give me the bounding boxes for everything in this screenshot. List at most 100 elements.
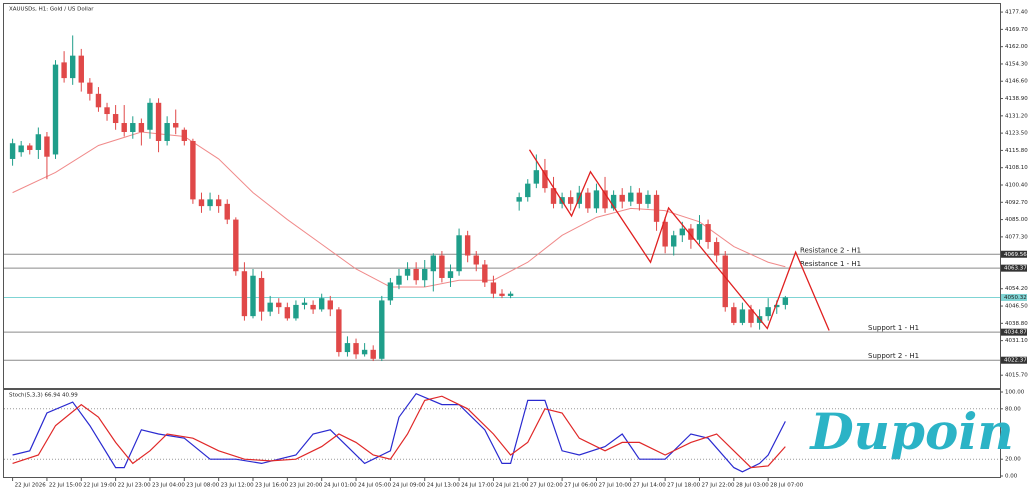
stoch-tick-label: 0.00: [1005, 474, 1018, 480]
candle-body: [422, 268, 428, 281]
candle-body: [619, 194, 625, 202]
level-name: Support 2 - H1: [868, 352, 919, 360]
candle-body: [765, 307, 771, 317]
candle-body: [748, 309, 754, 323]
y-tick-label: 4092.70: [1005, 200, 1028, 206]
candle-body: [396, 275, 402, 285]
candle-body: [413, 268, 419, 281]
x-tick-label: 22 Jul 23:00: [118, 483, 151, 489]
x-tick-label: 27 Jul 22:00: [701, 483, 734, 489]
candle-body: [593, 190, 600, 209]
candle-body: [121, 123, 127, 132]
x-tick-label: 23 Jul 04:00: [152, 483, 185, 489]
candle-body: [207, 199, 213, 207]
candle-body: [44, 136, 50, 157]
y-tick-label: 4100.40: [1005, 182, 1028, 188]
candle-body: [482, 264, 488, 283]
candle-body: [499, 293, 505, 296]
candle-body: [525, 183, 531, 198]
candle-body: [550, 188, 557, 204]
y-tick-label: 4138.90: [1005, 96, 1028, 102]
candle-body: [52, 64, 59, 155]
candle-body: [645, 194, 651, 204]
candle-body: [679, 228, 686, 236]
candle-body: [379, 300, 385, 359]
x-tick-label: 28 Jul 03:00: [736, 483, 769, 489]
x-tick-label: 24 Jul 01:00: [324, 483, 357, 489]
y-tick-label: 4115.80: [1005, 148, 1028, 154]
last-price-box: [1001, 293, 1027, 301]
x-tick-label: 27 Jul 18:00: [667, 483, 700, 489]
candle-body: [542, 170, 548, 189]
candle-body: [447, 271, 454, 278]
y-tick-label: 4085.00: [1005, 217, 1028, 223]
candle-body: [774, 304, 780, 308]
candle-body: [258, 277, 265, 312]
level-name: Resistance 1 - H1: [800, 260, 861, 268]
candle-body: [361, 349, 368, 355]
candle-body: [430, 255, 437, 272]
x-tick-label: 22 Jul 15:00: [49, 483, 82, 489]
candle-body: [602, 190, 608, 209]
candle-body: [138, 123, 145, 132]
candle-body: [318, 298, 325, 310]
candle-body: [69, 55, 76, 79]
price-panel-frame: [3, 3, 1001, 389]
stoch-panel-frame: [3, 389, 1001, 478]
x-tick-label: 23 Jul 08:00: [186, 483, 219, 489]
y-tick-label: 4046.50: [1005, 304, 1028, 310]
level-price: 4069.56: [1004, 252, 1027, 258]
candle-body: [87, 82, 93, 94]
candle-body: [241, 271, 248, 317]
candle-body: [353, 343, 359, 355]
candle-body: [267, 302, 273, 312]
pattern-line: [528, 149, 830, 331]
stoch-line: [12, 395, 786, 469]
x-tick-label: 27 Jul 10:00: [598, 483, 631, 489]
candle-body: [370, 349, 376, 359]
candle-body: [310, 304, 316, 310]
candle-body: [696, 224, 703, 240]
candle-body: [705, 224, 711, 243]
candle-body: [198, 199, 205, 207]
candle-body: [344, 343, 351, 353]
candle-body: [731, 307, 737, 323]
level-price-box: [1001, 264, 1027, 272]
candle-body: [610, 194, 617, 209]
candle-body: [490, 282, 497, 294]
level-price: 4034.87: [1004, 330, 1027, 336]
candle-body: [567, 197, 574, 204]
candle-body: [336, 309, 342, 353]
candle-body: [739, 309, 746, 323]
x-tick-label: 24 Jul 17:00: [461, 483, 494, 489]
y-tick-label: 4146.60: [1005, 79, 1028, 85]
x-tick-label: 23 Jul 20:00: [289, 483, 322, 489]
y-tick-label: 4169.70: [1005, 27, 1028, 33]
candle-body: [164, 123, 170, 141]
candle-body: [276, 302, 282, 308]
chart-title: XAUUSDs, H1: Gold / US Dollar: [9, 7, 94, 13]
x-tick-label: 27 Jul 06:00: [564, 483, 597, 489]
candle-body: [301, 302, 308, 305]
candle-body: [653, 194, 660, 222]
candle-body: [130, 123, 136, 132]
candle-body: [78, 55, 84, 83]
candle-body: [61, 62, 67, 79]
x-tick-label: 24 Jul 13:00: [427, 483, 460, 489]
level-price: 4063.37: [1004, 266, 1027, 272]
x-tick-label: 24 Jul 09:00: [392, 483, 425, 489]
level-name: Resistance 2 - H1: [800, 246, 861, 254]
candle-body: [35, 134, 42, 150]
x-tick-label: 23 Jul 16:00: [255, 483, 288, 489]
stoch-tick-label: 100.00: [1005, 390, 1025, 396]
stoch-tick-label: 20.00: [1005, 457, 1021, 463]
y-tick-label: 4054.20: [1005, 286, 1028, 292]
candle-body: [293, 304, 299, 319]
candle-body: [190, 140, 196, 200]
candle-body: [671, 235, 677, 247]
y-tick-label: 4038.80: [1005, 321, 1028, 327]
x-tick-label: 28 Jul 07:00: [770, 483, 803, 489]
y-tick-label: 4162.00: [1005, 44, 1028, 50]
y-tick-label: 4031.10: [1005, 338, 1028, 344]
candle-body: [387, 282, 394, 301]
